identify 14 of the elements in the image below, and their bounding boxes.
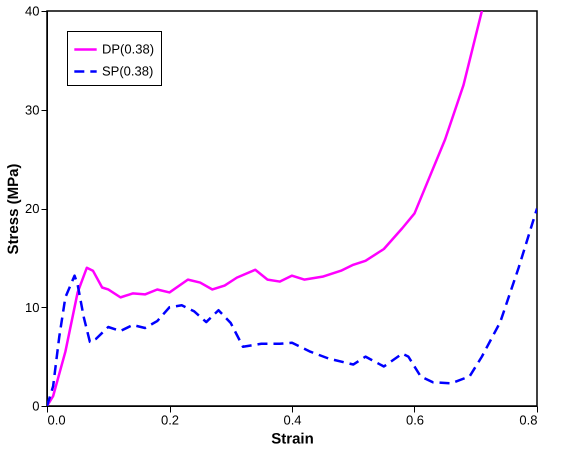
x-tick-label: 0.4 [283, 412, 302, 428]
x-tick-label: 0.0 [48, 412, 66, 428]
y-axis-title: Stress (MPa) [5, 164, 22, 254]
x-tick-label: 0.2 [160, 412, 180, 428]
x-tick-label: 0.6 [406, 412, 424, 428]
x-tick-label: 0.8 [519, 412, 538, 428]
legend-label: DP(0.38) [102, 42, 154, 56]
y-tick-label: 0 [32, 398, 40, 414]
legend-label: SP(0.38) [102, 64, 154, 78]
y-tick-label: 20 [25, 201, 40, 216]
y-tick-label: 40 [25, 4, 40, 18]
y-tick-label: 30 [25, 102, 40, 118]
x-axis-title: Strain [271, 430, 314, 448]
y-tick-label: 10 [25, 300, 40, 315]
